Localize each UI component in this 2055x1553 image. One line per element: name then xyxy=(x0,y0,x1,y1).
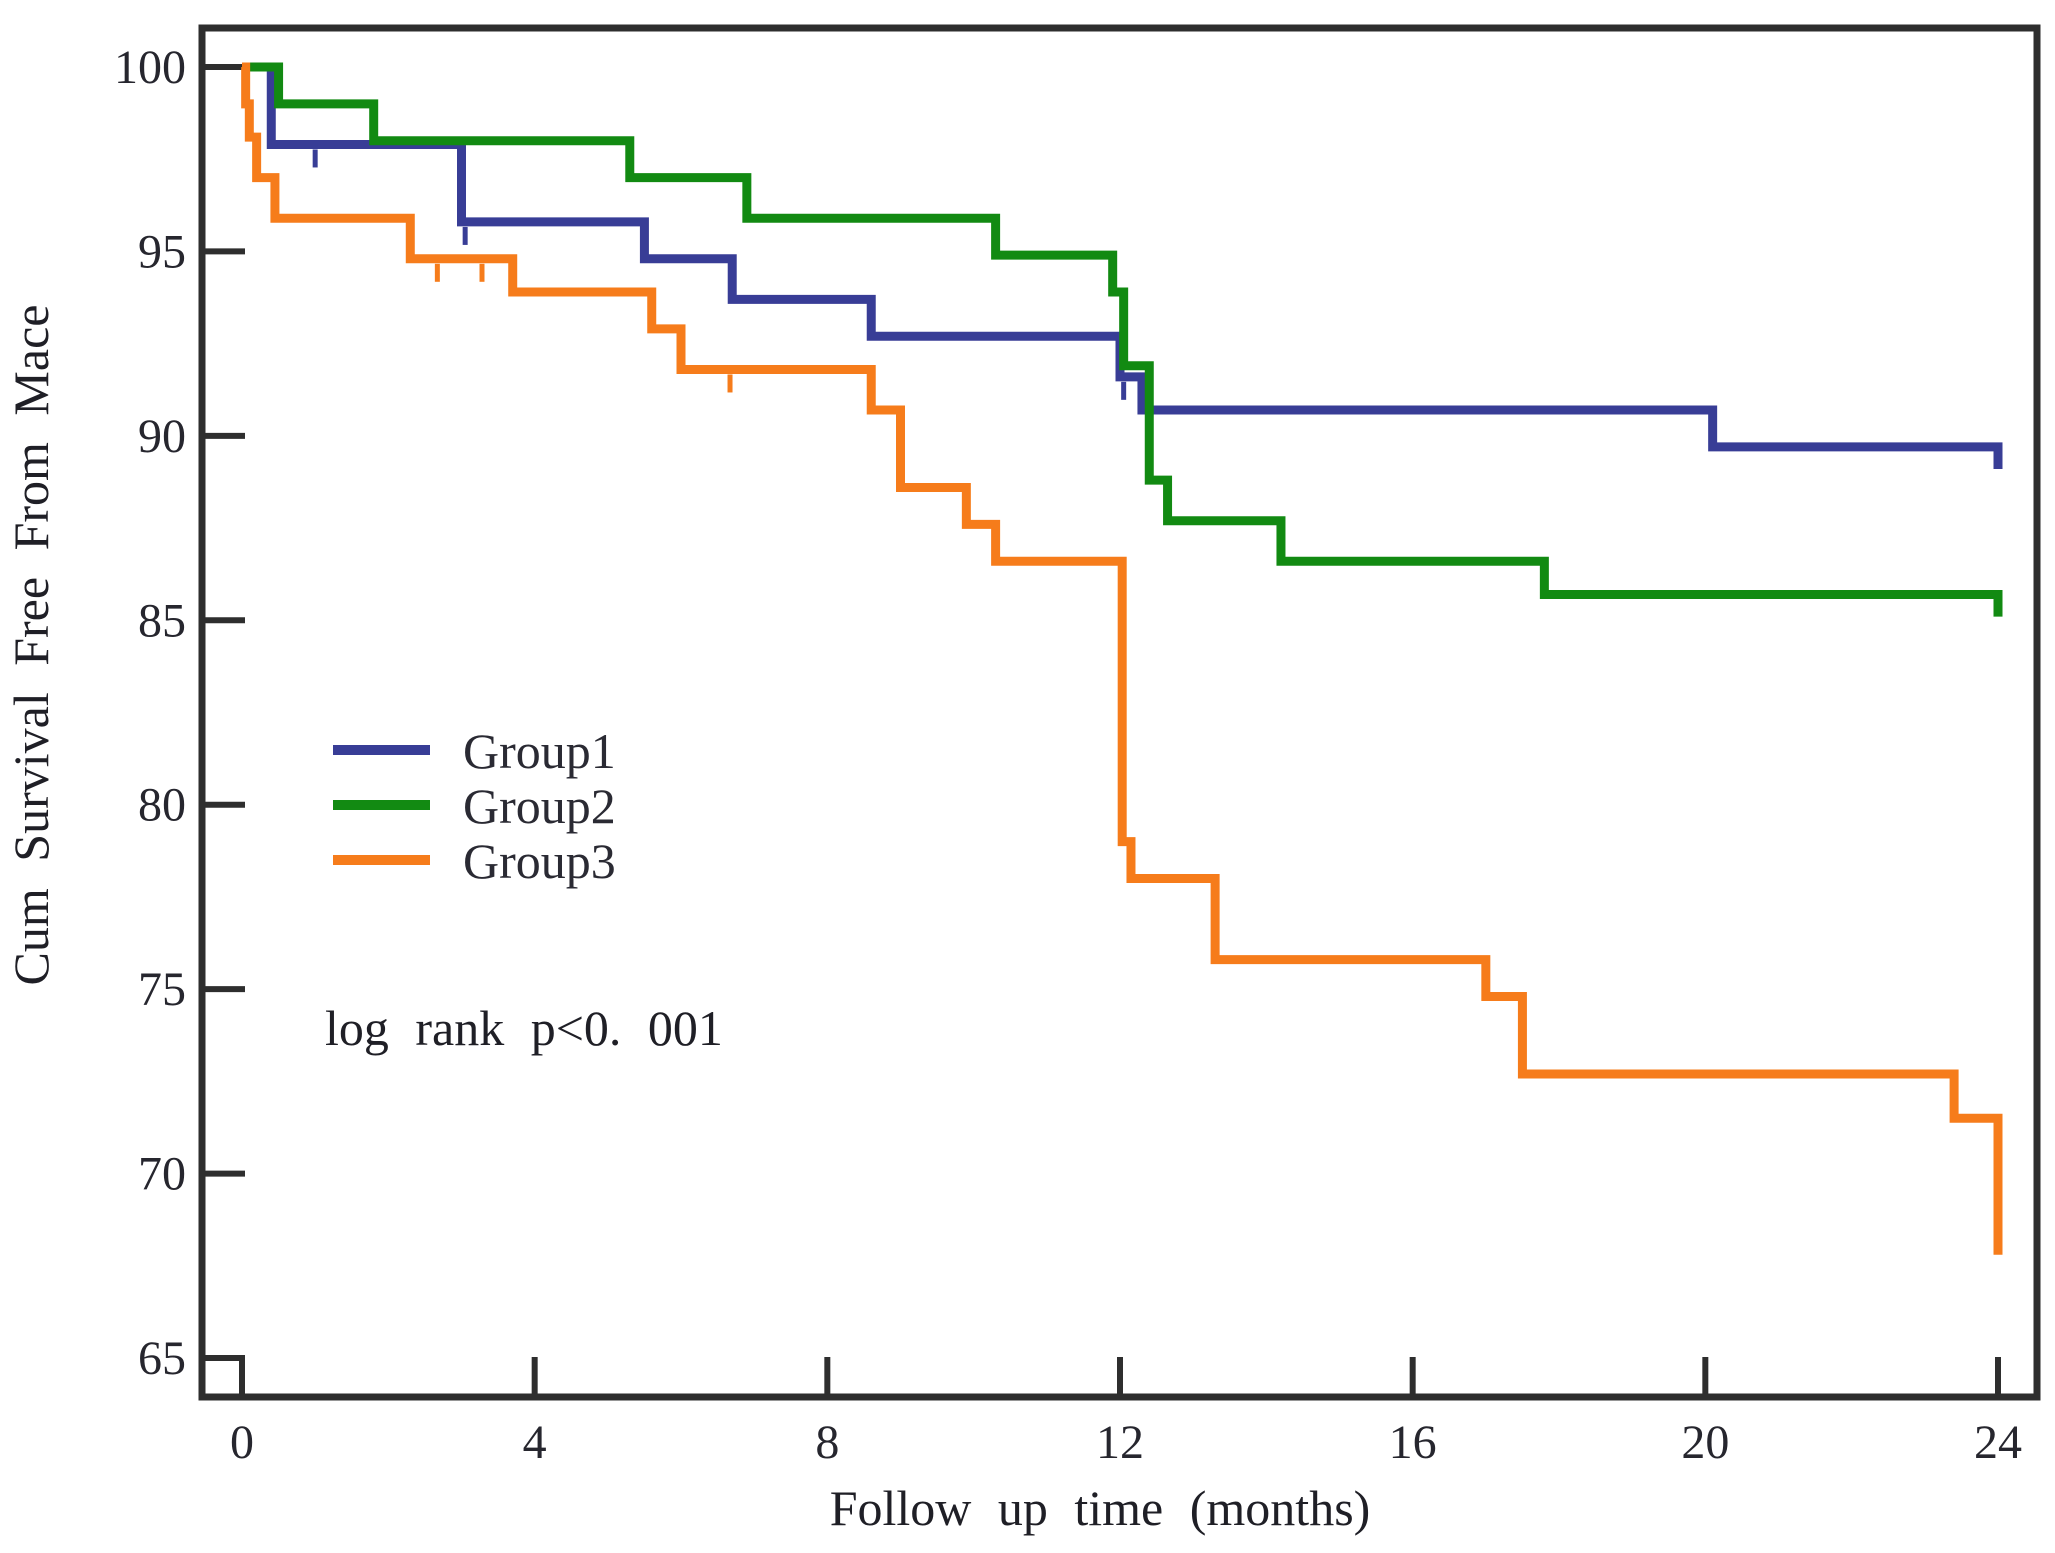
legend-label-group2: Group2 xyxy=(463,778,616,834)
survival-curve-group3 xyxy=(241,62,2003,1255)
survival-curves xyxy=(241,62,2003,1255)
legend-label-group1: Group1 xyxy=(463,723,616,779)
y-tick-label: 100 xyxy=(114,41,186,94)
y-tick-label: 75 xyxy=(138,963,186,1016)
plot-border xyxy=(198,24,2041,1401)
x-tick-label: 4 xyxy=(523,1416,547,1469)
y-tick-label: 90 xyxy=(138,410,186,463)
x-tick-label: 20 xyxy=(1681,1416,1729,1469)
x-axis-title: Follow up time (months) xyxy=(830,1480,1371,1536)
x-tick-label: 24 xyxy=(1974,1416,2022,1469)
legend-label-group3: Group3 xyxy=(463,833,616,889)
log-rank-annotation: log rank p<0. 001 xyxy=(325,1000,723,1056)
series-group2 xyxy=(242,62,2003,617)
series-group1 xyxy=(242,62,2003,470)
x-tick-label: 16 xyxy=(1389,1416,1437,1469)
legend: Group1 Group2 Group3 xyxy=(333,723,616,889)
y-tick-label: 80 xyxy=(138,779,186,832)
survival-curve-group1 xyxy=(242,62,2003,470)
survival-curve-group2 xyxy=(242,62,2003,617)
y-tick-label: 95 xyxy=(138,225,186,278)
x-tick-label: 8 xyxy=(815,1416,839,1469)
y-tick-label: 85 xyxy=(138,594,186,647)
y-tick-label: 70 xyxy=(138,1148,186,1201)
x-tick-label: 12 xyxy=(1096,1416,1144,1469)
x-tick-label: 0 xyxy=(230,1416,254,1469)
series-group3 xyxy=(241,62,2003,1255)
y-tick-label: 65 xyxy=(138,1332,186,1385)
axes: 0 4 8 12 16 20 24 100 95 90 85 80 75 70 65 xyxy=(114,41,2022,1469)
y-axis-title: Cum Survival Free From Mace xyxy=(3,305,59,986)
